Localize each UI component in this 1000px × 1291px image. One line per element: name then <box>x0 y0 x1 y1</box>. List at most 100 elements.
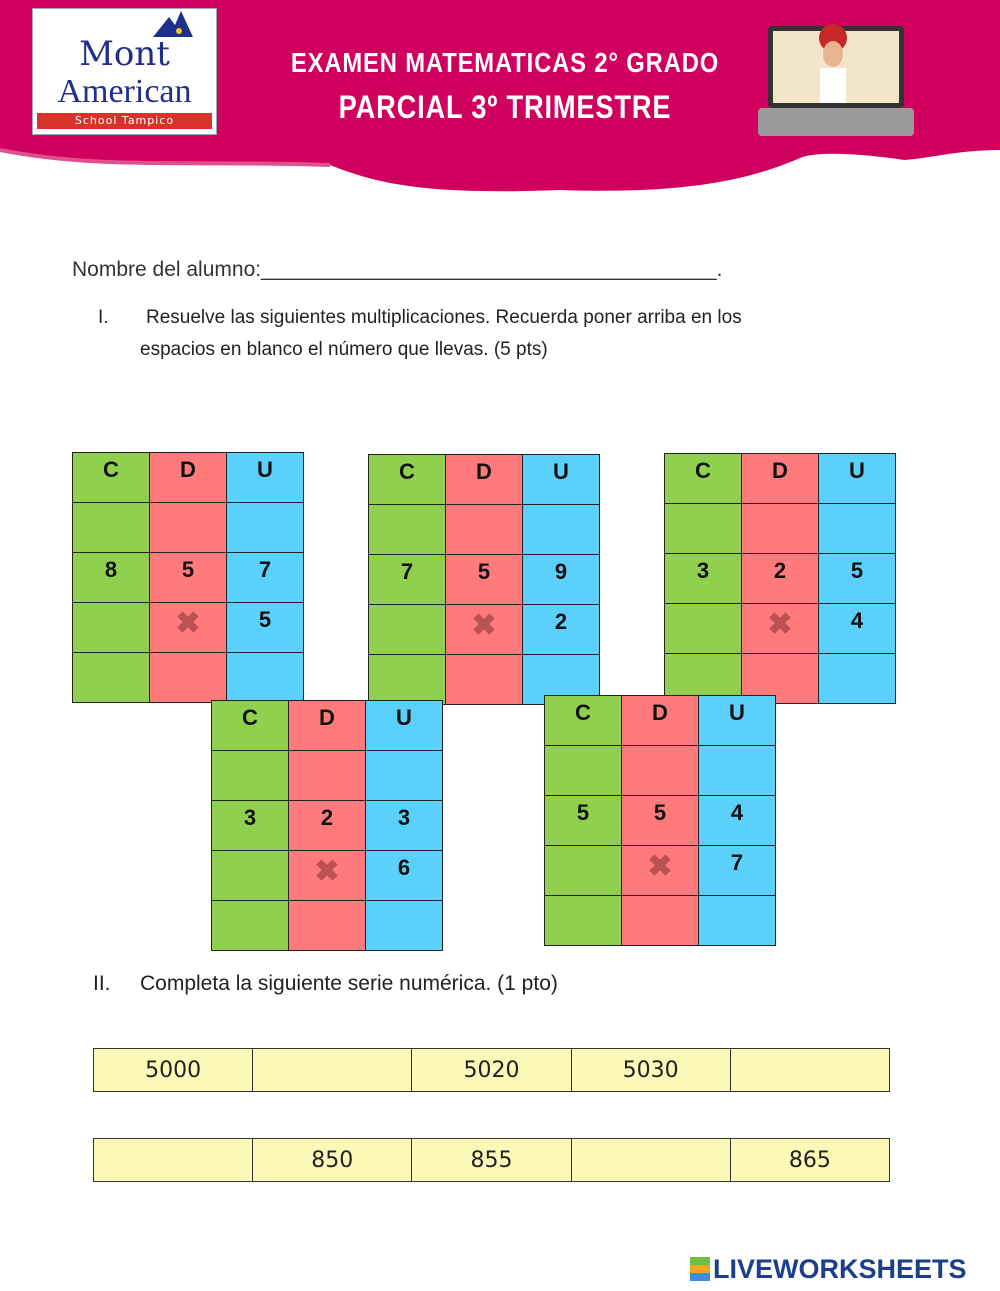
series-cell[interactable] <box>92 1138 254 1182</box>
answer-cell[interactable] <box>621 895 699 946</box>
digit-cell: 3 <box>211 800 289 851</box>
digit-cell: 7 <box>368 554 446 605</box>
column-header: C <box>211 700 289 751</box>
question-1-text: Resuelve las siguientes multiplicaciones… <box>146 307 742 328</box>
empty-cell <box>211 850 289 901</box>
series-cell[interactable] <box>252 1048 413 1092</box>
multiplier-cell: 6 <box>365 850 443 901</box>
carry-cell[interactable] <box>621 745 699 796</box>
empty-cell <box>368 604 446 655</box>
times-icon: ✖ <box>175 607 201 640</box>
carry-cell[interactable] <box>211 750 289 801</box>
multiplier-cell: 2 <box>522 604 600 655</box>
answer-cell[interactable] <box>72 652 150 703</box>
digit-cell: 4 <box>698 795 776 846</box>
carry-cell[interactable] <box>522 504 600 555</box>
column-header: C <box>72 452 150 503</box>
column-header: C <box>544 695 622 746</box>
exam-subtitle: PARCIAL 3º TRIMESTRE <box>338 89 672 125</box>
carry-cell[interactable] <box>445 504 523 555</box>
digit-cell: 2 <box>288 800 366 851</box>
column-header: U <box>522 454 600 505</box>
carry-cell[interactable] <box>226 502 304 553</box>
answer-cell[interactable] <box>818 653 896 704</box>
liveworksheets-icon <box>690 1257 710 1281</box>
logo-text-mont: Mont <box>79 34 170 74</box>
carry-cell[interactable] <box>368 504 446 555</box>
brand-text: LIVEWORKSHEETS <box>713 1254 967 1284</box>
student-name-field[interactable]: Nombre del alumno:______________________… <box>72 258 723 281</box>
carry-cell[interactable] <box>365 750 443 801</box>
carry-cell[interactable] <box>818 503 896 554</box>
column-header: U <box>818 453 896 504</box>
series-cell[interactable]: 850 <box>252 1138 413 1182</box>
carry-cell[interactable] <box>149 502 227 553</box>
series-cell[interactable] <box>570 1138 731 1182</box>
answer-cell[interactable] <box>698 895 776 946</box>
column-header: D <box>741 453 819 504</box>
multiplication-table: C D U 5 5 4 ✖ 7 <box>544 695 776 946</box>
carry-cell[interactable] <box>741 503 819 554</box>
carry-cell[interactable] <box>72 502 150 553</box>
digit-cell: 5 <box>621 795 699 846</box>
logo-text-school: School Tampico <box>37 113 212 129</box>
carry-cell[interactable] <box>288 750 366 801</box>
column-header: U <box>226 452 304 503</box>
answer-cell[interactable] <box>288 900 366 951</box>
digit-cell: 5 <box>445 554 523 605</box>
number-series-1: 5000 5020 5030 <box>92 1048 891 1092</box>
question-2-number: II. <box>93 972 111 995</box>
column-header: D <box>621 695 699 746</box>
question-1-text-cont: espacios en blanco el número que llevas.… <box>140 339 548 360</box>
answer-cell[interactable] <box>544 895 622 946</box>
series-cell[interactable]: 5020 <box>411 1048 572 1092</box>
empty-cell <box>72 602 150 653</box>
mountain-icon <box>153 11 193 37</box>
digit-cell: 2 <box>741 553 819 604</box>
multiplier-cell: 7 <box>698 845 776 896</box>
school-logo: Mont American School Tampico <box>32 8 217 135</box>
series-cell[interactable]: 865 <box>729 1138 891 1182</box>
teacher-laptop-image <box>758 24 914 136</box>
question-2-text: Completa la siguiente serie numérica. (1… <box>140 972 558 995</box>
empty-cell <box>664 603 742 654</box>
series-cell[interactable] <box>729 1048 891 1092</box>
liveworksheets-logo: LIVEWORKSHEETS <box>690 1254 967 1285</box>
series-cell[interactable]: 5000 <box>92 1048 254 1092</box>
column-header: U <box>698 695 776 746</box>
column-header: D <box>149 452 227 503</box>
digit-cell: 5 <box>544 795 622 846</box>
times-icon: ✖ <box>314 855 340 888</box>
series-cell[interactable]: 855 <box>411 1138 572 1182</box>
multiplication-table: C D U 8 5 7 ✖ 5 <box>72 452 304 703</box>
column-header: U <box>365 700 443 751</box>
answer-cell[interactable] <box>211 900 289 951</box>
answer-cell[interactable] <box>226 652 304 703</box>
digit-cell: 9 <box>522 554 600 605</box>
answer-cell[interactable] <box>365 900 443 951</box>
header-banner <box>0 0 1000 192</box>
carry-cell[interactable] <box>698 745 776 796</box>
carry-cell[interactable] <box>664 503 742 554</box>
answer-cell[interactable] <box>445 654 523 705</box>
multiplication-table: C D U 7 5 9 ✖ 2 <box>368 454 600 705</box>
column-header: C <box>368 454 446 505</box>
question-1-number: I. <box>98 307 109 328</box>
multiplication-table: C D U 3 2 5 ✖ 4 <box>664 453 896 704</box>
column-header: D <box>288 700 366 751</box>
times-icon: ✖ <box>767 608 793 641</box>
empty-cell <box>544 845 622 896</box>
times-icon: ✖ <box>647 850 673 883</box>
times-icon: ✖ <box>471 609 497 642</box>
answer-cell[interactable] <box>149 652 227 703</box>
multiplier-cell: 5 <box>226 602 304 653</box>
carry-cell[interactable] <box>544 745 622 796</box>
answer-cell[interactable] <box>368 654 446 705</box>
digit-cell: 5 <box>149 552 227 603</box>
multiplication-table: C D U 3 2 3 ✖ 6 <box>211 700 443 951</box>
series-cell[interactable]: 5030 <box>570 1048 731 1092</box>
exam-title: EXAMEN MATEMATICAS 2° GRADO <box>290 47 720 78</box>
answer-cell[interactable] <box>741 653 819 704</box>
column-header: D <box>445 454 523 505</box>
